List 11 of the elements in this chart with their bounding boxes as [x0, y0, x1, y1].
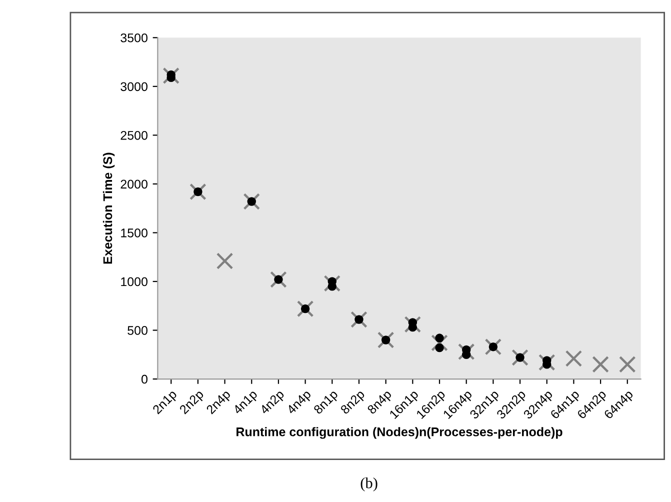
- y-tick-label: 1500: [121, 228, 148, 238]
- y-axis-title: Execution Time (S): [102, 152, 115, 264]
- y-tick-label: 0: [142, 374, 148, 384]
- y-tick-label: 2500: [120, 130, 148, 140]
- y-tick-label: 500: [128, 326, 148, 335]
- y-tick-label: 1000: [121, 277, 148, 286]
- text: (b): [360, 478, 378, 492]
- y-tick-label: 3000: [120, 82, 148, 92]
- y-tick-label: 2000: [120, 180, 148, 189]
- y-tick-label: 3500: [120, 33, 148, 42]
- x-axis-title: Runtime configuration (Nodes)n(Processes-per-node)p: [236, 427, 562, 439]
